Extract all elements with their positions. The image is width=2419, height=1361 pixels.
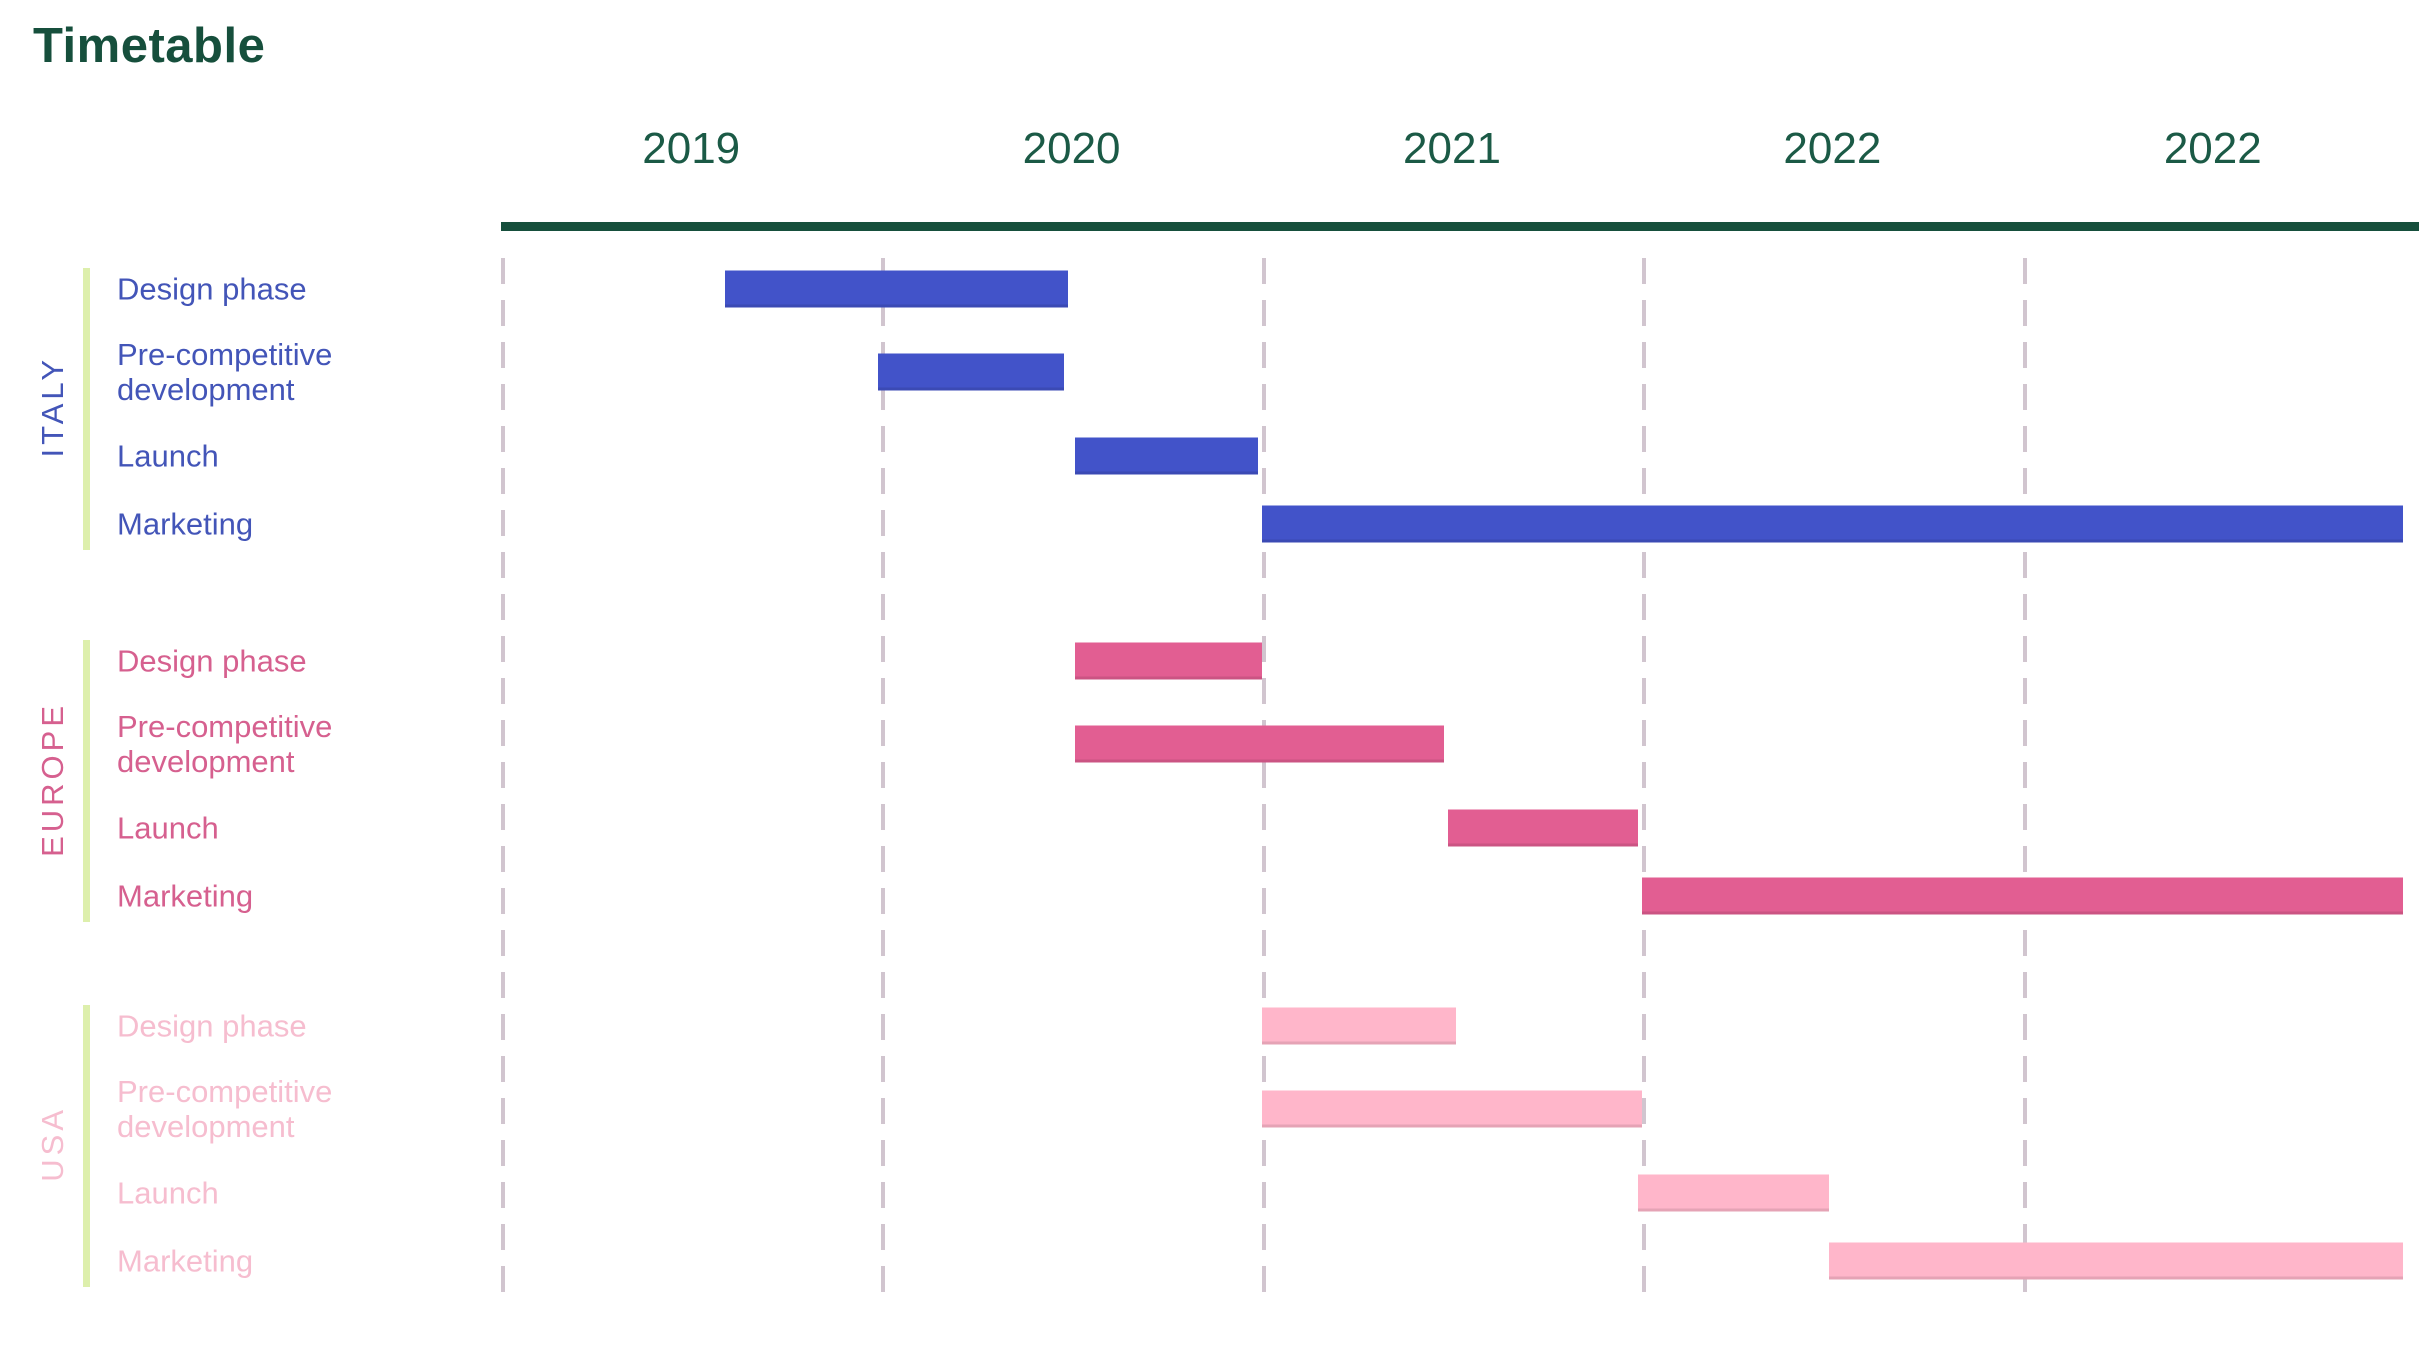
year-tick-label: 2020 [1022, 124, 1121, 173]
year-tick-label: 2022 [2163, 124, 2262, 173]
task-track [501, 1227, 2403, 1295]
task-row: Design phase [0, 256, 2419, 322]
gantt-bar-usa-marketing [1828, 1242, 2403, 1280]
task-row: Pre-competitive development [0, 1059, 2419, 1159]
year-gridline [1642, 258, 1647, 1297]
year-tick-label: 2019 [642, 124, 741, 173]
gantt-bar-europe-launch [1448, 809, 1639, 847]
gantt-bar-italy-design [725, 270, 1068, 308]
task-label: Pre-competitive development [117, 1074, 333, 1144]
task-track [501, 256, 2403, 322]
task-row: Design phase [0, 628, 2419, 694]
task-label: Marketing [117, 878, 254, 914]
year-gridline [881, 258, 886, 1297]
task-row: Marketing [0, 862, 2419, 930]
group-europe: EUROPE Design phase Pre-competitive develo… [0, 628, 2419, 930]
task-rows: Design phase Pre-competitive development L… [0, 256, 2419, 558]
year-axis-labels: 2019 2020 2021 2022 2022 [501, 124, 2403, 174]
task-row: Marketing [0, 1227, 2419, 1295]
year-tick-label: 2021 [1403, 124, 1501, 173]
group-accent-bar [83, 268, 90, 550]
group-accent-bar [83, 640, 90, 922]
task-label: Pre-competitive development [117, 337, 333, 407]
task-track [501, 794, 2403, 862]
task-track [501, 694, 2403, 794]
timeline-axis-line [501, 222, 2419, 231]
task-track [501, 490, 2403, 558]
task-track [501, 862, 2403, 930]
task-row: Marketing [0, 490, 2419, 558]
task-label: Marketing [117, 1243, 254, 1279]
task-label: Design phase [117, 271, 307, 307]
task-track [501, 322, 2403, 422]
task-row: Launch [0, 1159, 2419, 1227]
task-label: Pre-competitive development [117, 709, 333, 779]
year-gridline [501, 258, 505, 1297]
year-gridline [1261, 258, 1266, 1297]
gantt-bar-italy-pre-competitive [877, 353, 1064, 391]
task-label: Design phase [117, 643, 307, 679]
gantt-bar-usa-design [1261, 1007, 1456, 1045]
task-row: Pre-competitive development [0, 694, 2419, 794]
task-label: Launch [117, 810, 219, 846]
task-label: Design phase [117, 1008, 307, 1044]
page-title: Timetable [33, 19, 266, 73]
task-label: Launch [117, 1175, 219, 1211]
task-track [501, 628, 2403, 694]
year-tick-label: 2022 [1783, 124, 1882, 173]
gantt-bar-europe-design [1075, 642, 1262, 680]
task-track [501, 1159, 2403, 1227]
group-accent-bar [83, 1005, 90, 1287]
gantt-bar-italy-launch [1075, 437, 1258, 475]
task-rows: Design phase Pre-competitive development L… [0, 628, 2419, 930]
gantt-bar-europe-pre-competitive [1075, 725, 1445, 763]
gantt-bar-italy-marketing [1261, 505, 2403, 543]
gantt-bar-usa-launch [1638, 1174, 1829, 1212]
task-label: Marketing [117, 506, 254, 542]
gantt-bar-europe-marketing [1642, 877, 2403, 915]
task-track [501, 1059, 2403, 1159]
task-track [501, 993, 2403, 1059]
gantt-bar-usa-pre-competitive [1261, 1090, 1643, 1128]
task-rows: Design phase Pre-competitive development L… [0, 993, 2419, 1295]
task-row: Design phase [0, 993, 2419, 1059]
year-gridline [2022, 258, 2027, 1297]
task-label: Launch [117, 438, 219, 474]
task-row: Pre-competitive development [0, 322, 2419, 422]
task-row: Launch [0, 422, 2419, 490]
task-row: Launch [0, 794, 2419, 862]
group-italy: ITALY Design phase Pre-competitive develop… [0, 256, 2419, 558]
task-track [501, 422, 2403, 490]
group-usa: USA Design phase Pre-competitive developme… [0, 993, 2419, 1295]
